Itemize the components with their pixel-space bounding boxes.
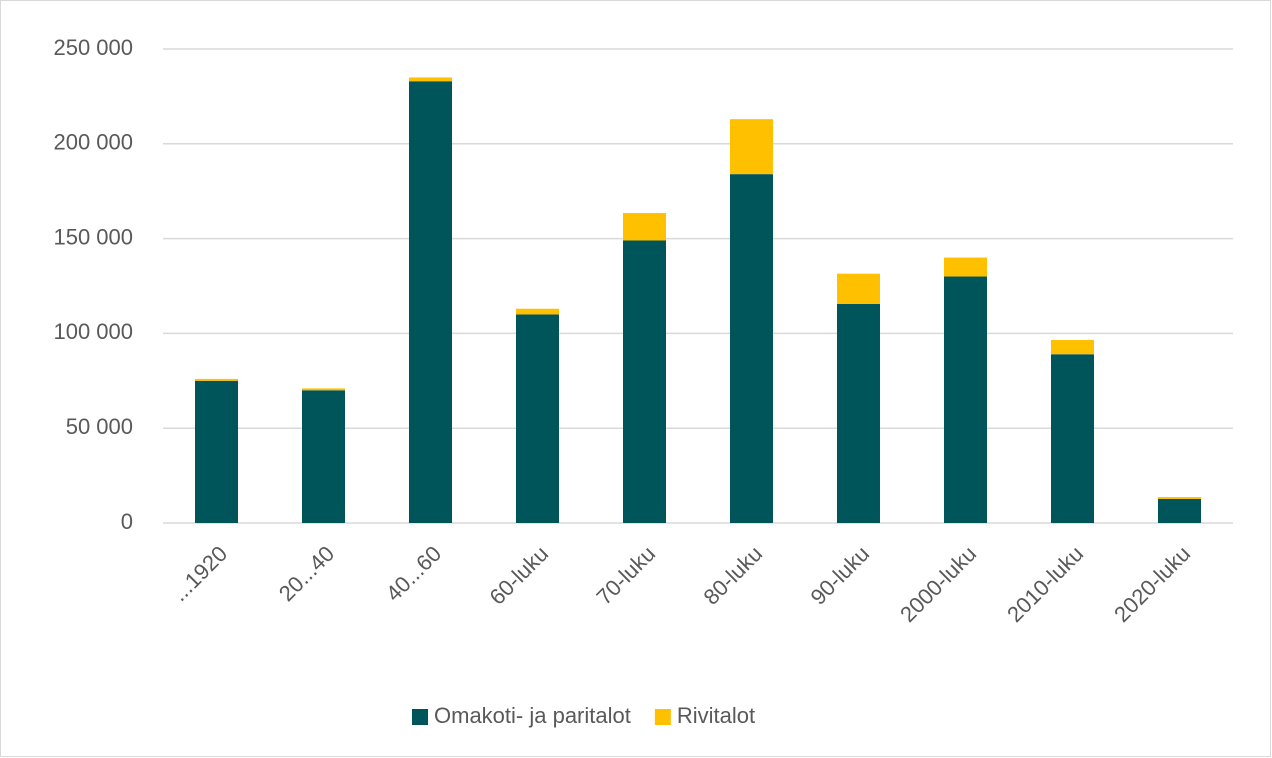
bar-segment	[302, 390, 345, 523]
bar-segment	[944, 257, 987, 277]
y-tick-label: 150 000	[53, 224, 133, 249]
bar-segment	[1158, 497, 1201, 499]
legend-swatch	[654, 709, 671, 725]
bar-segment	[1051, 354, 1094, 523]
bar-segment	[623, 213, 666, 241]
bar-segment	[1051, 340, 1094, 355]
legend-swatch	[412, 709, 428, 725]
bar-segment	[837, 304, 880, 523]
bar-segment	[195, 378, 238, 381]
bar-segment	[944, 276, 987, 523]
bar-segment	[409, 81, 452, 524]
bar-segment	[302, 388, 345, 391]
bar-segment	[730, 174, 773, 524]
bar-segment	[195, 380, 238, 523]
bar-segment	[837, 273, 880, 305]
legend-label: Rivitalot	[677, 703, 755, 728]
bar-segment	[730, 119, 773, 175]
bar-segment	[623, 240, 666, 523]
y-tick-label: 100 000	[53, 319, 133, 344]
bar-segment	[516, 308, 559, 315]
y-tick-label: 0	[121, 509, 133, 534]
bar-segment	[1158, 498, 1201, 523]
bar-segment	[409, 77, 452, 82]
bar-segment	[516, 314, 559, 523]
legend-label: Omakoti- ja paritalot	[434, 703, 631, 728]
y-tick-label: 200 000	[53, 130, 133, 155]
y-tick-label: 50 000	[66, 414, 133, 439]
y-tick-label: 250 000	[53, 35, 133, 60]
